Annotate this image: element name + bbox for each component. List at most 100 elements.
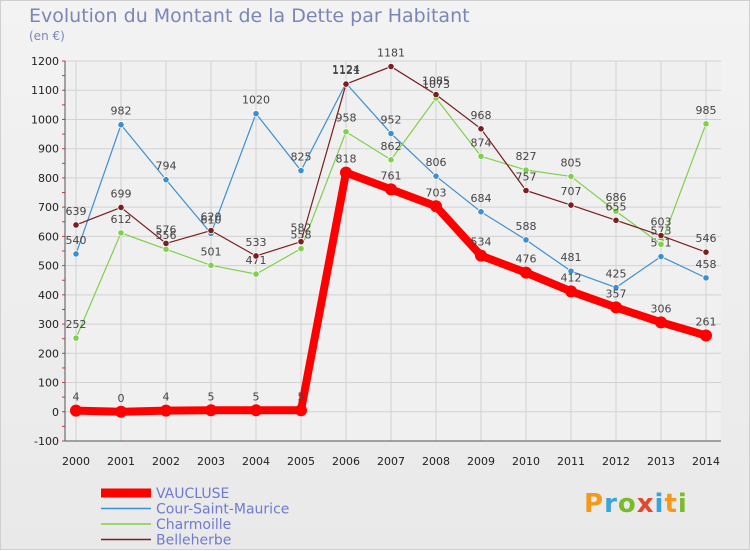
data-label: 699 [111,187,132,200]
data-point [252,252,260,260]
data-label: 501 [201,245,222,258]
data-label: 958 [336,112,357,125]
data-label: 534 [471,236,492,249]
y-tick-label: 400 [38,289,59,302]
data-label: 794 [156,160,177,173]
data-label: 0 [118,392,125,405]
data-point [117,229,125,237]
data-point [522,166,530,174]
plot-area [65,61,721,441]
data-point [342,80,350,88]
data-point [342,128,350,136]
data-point [117,203,125,212]
data-label: 576 [156,223,177,236]
data-label: 968 [471,109,492,122]
proxiti-logo: Proxiti [584,489,688,519]
y-tick-label: 700 [38,201,59,214]
data-label: 761 [381,169,402,182]
data-label: 558 [291,229,312,242]
data-label: 603 [651,216,672,229]
data-point [565,285,577,298]
data-label: 412 [561,271,582,284]
data-label: 1073 [422,78,450,91]
data-point [207,261,215,269]
data-point [702,248,710,256]
data-point [162,239,170,247]
data-point [72,334,80,342]
data-label: 5 [208,390,215,403]
data-label: 458 [696,258,717,271]
x-tick-label: 2003 [197,455,225,468]
legend-label: VAUCLUSE [156,486,229,502]
data-point [477,208,485,216]
data-label: 252 [66,318,87,331]
data-point [252,270,260,278]
data-label: 1121 [332,64,360,77]
x-tick-label: 2010 [512,455,540,468]
data-label: 862 [381,140,402,153]
data-point [252,110,260,118]
data-point [700,329,712,342]
data-label: 806 [426,156,447,169]
x-tick-label: 2004 [242,455,270,468]
data-point [297,238,305,246]
data-point [567,267,575,275]
x-tick-label: 2005 [287,455,315,468]
data-point [162,245,170,253]
data-label: 684 [471,192,492,205]
data-label: 1124 [332,63,360,76]
data-point [387,129,395,138]
data-label: 357 [606,287,627,300]
data-label: 982 [111,105,132,118]
data-label: 1020 [242,94,270,107]
data-label: 5 [298,390,305,403]
x-tick-label: 2006 [332,455,360,468]
x-tick-label: 2014 [692,455,720,468]
data-point [162,176,170,184]
data-label: 703 [426,186,447,199]
data-point [702,274,710,282]
data-point [70,404,82,417]
data-point [522,236,530,244]
y-tick-label: 800 [38,172,59,185]
data-point [657,240,665,248]
data-label: 306 [651,302,672,315]
y-tick-label: 900 [38,143,59,156]
data-label: 533 [246,236,267,249]
chart-subtitle: (en €) [29,29,65,43]
data-point [477,152,485,160]
data-label: 686 [606,191,627,204]
data-label: 612 [111,213,132,226]
data-label: 655 [606,200,627,213]
x-tick-label: 2008 [422,455,450,468]
data-point [432,91,440,99]
data-point [297,167,305,175]
data-label: 4 [163,391,170,404]
data-label: 639 [66,205,87,218]
data-label: 588 [516,220,537,233]
legend-label: Cour-Saint-Maurice [156,502,289,518]
x-tick-label: 2013 [647,455,675,468]
data-label: 481 [561,251,582,264]
data-label: 874 [471,136,492,149]
y-tick-label: 600 [38,230,59,243]
data-label: 952 [381,113,402,126]
data-label: 825 [291,151,312,164]
data-label: 757 [516,170,537,183]
data-point [295,404,307,417]
data-label: 5 [253,390,260,403]
data-point [340,166,352,179]
data-point [612,283,620,292]
data-label: 4 [73,391,80,404]
data-label: 1181 [377,47,405,60]
data-point [205,404,217,417]
data-label: 425 [606,268,627,281]
y-tick-label: -100 [34,435,59,448]
y-tick-label: 300 [38,318,59,331]
chart-title: Evolution du Montant de la Dette par Hab… [29,5,470,27]
x-tick-label: 2002 [152,455,180,468]
data-label: 818 [336,153,357,166]
legend-label: Charmoille [156,517,231,533]
data-point [117,121,125,129]
